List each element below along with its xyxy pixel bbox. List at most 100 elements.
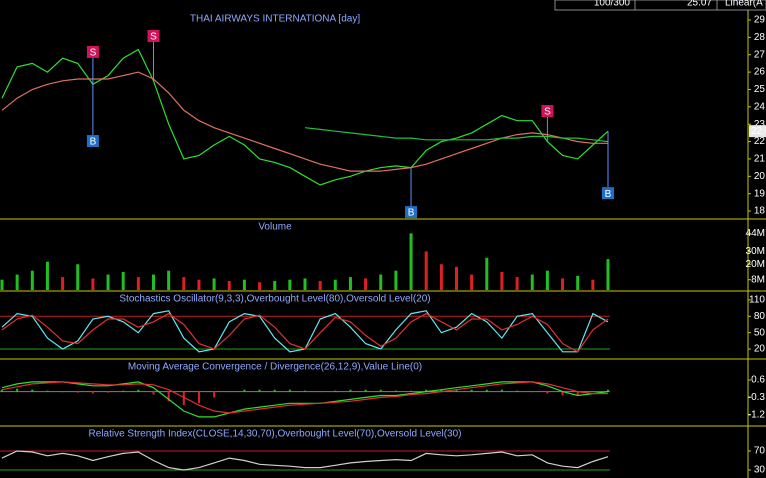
bar	[591, 279, 595, 290]
bar	[273, 280, 277, 290]
y-tick-label: 50	[754, 327, 766, 338]
last-price-box	[749, 125, 766, 138]
bar	[16, 388, 19, 392]
y-tick-label: 20M	[746, 259, 765, 270]
header-cell: 100/300	[594, 0, 631, 9]
y-tick-label: 20	[754, 171, 766, 182]
bar	[409, 233, 413, 290]
bar	[455, 266, 458, 290]
y-tick-label: 22	[754, 136, 766, 147]
bar	[561, 391, 564, 396]
panel-title: Moving Average Convergence / Divergence(…	[128, 362, 422, 373]
y-tick-label: 44M	[746, 228, 765, 239]
signal-label: B	[605, 189, 612, 200]
bar	[213, 391, 216, 398]
bar	[197, 279, 201, 290]
y-tick-label: 25	[754, 84, 766, 95]
y-tick-label: -0.3	[748, 392, 766, 403]
bar	[439, 264, 443, 290]
bar	[258, 282, 262, 290]
signal-label: S	[150, 32, 157, 43]
panel-title: Relative Strength Index(CLOSE,14,30,70),…	[89, 429, 462, 440]
bar	[242, 279, 246, 290]
bar	[545, 270, 549, 290]
bar	[167, 391, 170, 402]
bar	[516, 390, 519, 392]
bar	[591, 391, 594, 393]
bar	[485, 257, 489, 290]
bar	[364, 389, 367, 392]
y-tick-label: 27	[754, 49, 766, 60]
y-tick-label: 30M	[746, 246, 765, 257]
last-price-label: 22.60	[751, 126, 766, 137]
bar	[45, 261, 49, 290]
bar	[288, 389, 291, 392]
bar	[379, 389, 382, 392]
series-line	[1, 381, 609, 418]
bar	[107, 391, 110, 393]
bar	[379, 274, 383, 290]
series-line	[1, 381, 608, 414]
bar	[530, 274, 534, 290]
signal-marker	[147, 29, 160, 42]
bar	[152, 391, 155, 395]
bar	[348, 277, 352, 290]
y-tick-label: -1.2	[748, 410, 766, 421]
bar	[122, 390, 125, 392]
bar	[227, 280, 231, 290]
bar	[485, 389, 488, 392]
bar	[91, 391, 94, 394]
bar	[531, 391, 534, 393]
y-tick-label: 8M	[751, 274, 765, 285]
signal-marker	[86, 135, 99, 148]
bar	[318, 280, 322, 290]
bar	[106, 274, 110, 290]
bar	[91, 278, 95, 290]
bar	[303, 278, 307, 290]
bar	[334, 390, 337, 392]
bar	[61, 277, 65, 290]
bar	[440, 389, 443, 392]
series-line	[1, 450, 609, 471]
bar	[319, 391, 322, 393]
bar	[470, 274, 474, 290]
signal-marker	[86, 45, 99, 58]
bar	[137, 389, 140, 392]
panel-title: Volume	[258, 222, 292, 233]
bar	[606, 259, 610, 290]
bar	[455, 389, 458, 392]
bar	[349, 389, 352, 392]
y-tick-label: 24	[754, 101, 766, 112]
y-tick-label: 26	[754, 67, 766, 78]
bar	[46, 390, 49, 392]
bar	[76, 264, 80, 290]
bar	[182, 391, 185, 406]
bar	[546, 391, 549, 394]
bar	[273, 389, 276, 392]
y-tick-label: 18	[754, 206, 766, 217]
y-tick-label: 21	[754, 154, 766, 165]
bar	[167, 270, 171, 290]
bar	[425, 389, 428, 392]
bar	[288, 279, 292, 290]
y-tick-label: 110	[749, 295, 765, 306]
y-tick-label: 29	[754, 15, 766, 26]
series-line	[1, 312, 609, 353]
series-line	[304, 127, 609, 143]
signal-label: S	[90, 48, 97, 59]
bar	[15, 274, 19, 290]
y-tick-label: 19	[754, 188, 766, 199]
bar	[500, 271, 504, 290]
header-strip	[554, 0, 766, 11]
panel-title: THAI AIRWAYS INTERNATIONA [day]	[190, 14, 360, 25]
bar	[152, 274, 155, 290]
y-tick-label: 28	[754, 32, 766, 43]
bar	[394, 390, 397, 392]
bar	[333, 279, 337, 290]
bar	[0, 279, 4, 290]
bar	[258, 389, 261, 392]
signal-marker	[405, 206, 418, 219]
